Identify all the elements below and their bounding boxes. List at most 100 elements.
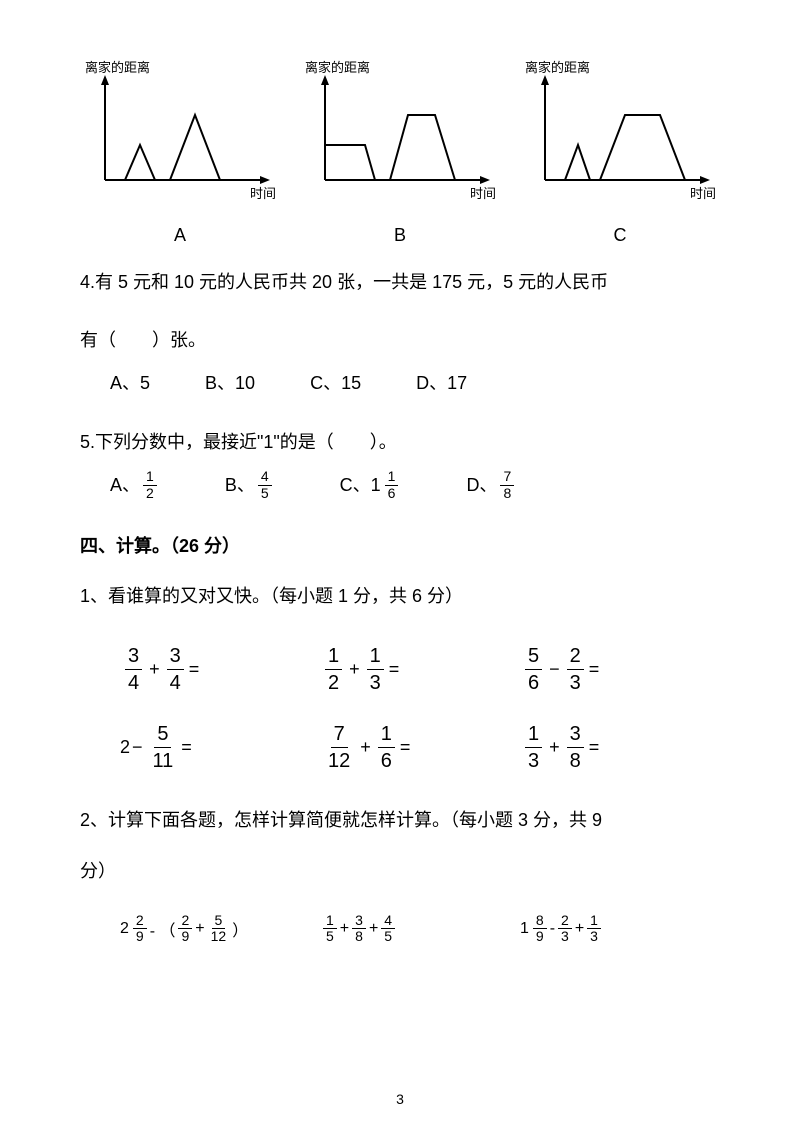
q5-d-frac: 78 — [500, 469, 514, 501]
calc-r2c2-b: 16 — [378, 721, 395, 774]
graph-b-ylabel: 离家的距离 — [305, 60, 370, 75]
q4-c-label: C、 — [310, 362, 341, 405]
q5-c-mixed: 116 — [371, 464, 402, 507]
c2-c3-b: 23 — [558, 913, 572, 945]
calc2-c3: 189 - 23 + 13 — [520, 913, 720, 945]
calc-r2c3: 13 + 38 = — [520, 721, 720, 774]
r1c1-eq: = — [189, 659, 200, 680]
graph-b-container: 离家的距离 时间 B — [300, 60, 500, 246]
c2-c1-c-den: 12 — [208, 929, 230, 944]
graph-a-label: A — [80, 225, 280, 246]
r1c1-b-den: 4 — [167, 670, 184, 696]
q5-a-label: A、 — [110, 464, 140, 507]
q4-a-label: A、 — [110, 362, 140, 405]
graph-b-yarrow — [321, 75, 329, 85]
c2-c3-b-num: 2 — [558, 913, 572, 929]
graph-c-label: C — [520, 225, 720, 246]
c2-c2-a: 15 — [323, 913, 337, 945]
q5-c-num: 1 — [385, 469, 399, 485]
c2-c3-c: 13 — [587, 913, 601, 945]
c2-c3-a-num: 8 — [533, 913, 547, 929]
q5-c-whole: 1 — [371, 464, 381, 507]
c2-c3-c-num: 1 — [587, 913, 601, 929]
q5-c-frac: 16 — [385, 469, 399, 501]
q5-text: 5.下列分数中，最接近"1"的是（ ）。 — [80, 421, 720, 464]
q5-d-num: 7 — [500, 469, 514, 485]
q5-option-a: A、 12 — [110, 464, 160, 507]
r1c3-op: − — [549, 659, 560, 680]
calc-r2c1-b: 511 — [150, 721, 177, 774]
r2c1-b-num: 5 — [154, 721, 171, 748]
graph-a-xlabel: 时间 — [250, 186, 276, 200]
c2-c3-a: 89 — [533, 913, 547, 945]
r2c3-eq: = — [589, 737, 600, 758]
calc2-row: 229 - （ 29 + 512 ） 15 + 38 + 45 189 - 23… — [80, 913, 720, 945]
graph-a-xarrow — [260, 176, 270, 184]
r1c1-op: + — [149, 659, 160, 680]
c2-c2-op1: + — [340, 920, 349, 938]
r1c1-b-num: 3 — [167, 643, 184, 670]
r2c3-a-den: 3 — [525, 748, 542, 774]
r2c2-eq: = — [400, 737, 411, 758]
calc-r2c2-a: 712 — [325, 721, 353, 774]
graph-b-xarrow — [480, 176, 490, 184]
q4-d-label: D、 — [416, 362, 447, 405]
c2-c2-b-den: 8 — [352, 929, 366, 944]
calc-r1c2-a: 12 — [325, 643, 342, 696]
c2-c1-a: 29 — [133, 913, 147, 945]
c2-c1-b-num: 2 — [178, 913, 192, 929]
q4-d-val: 17 — [447, 362, 467, 405]
q5-d-den: 8 — [500, 486, 514, 501]
section4-title: 四、计算。（26 分） — [80, 527, 720, 567]
q5-a-den: 2 — [143, 486, 157, 501]
graph-c-line — [545, 115, 685, 180]
q4-option-d: D、17 — [416, 362, 467, 405]
c2-c3-a-den: 9 — [533, 929, 547, 944]
r2c1-op: − — [132, 737, 143, 758]
r1c3-a-num: 5 — [525, 643, 542, 670]
r2c2-op: + — [360, 737, 371, 758]
q5-b-frac: 45 — [258, 469, 272, 501]
calc-r2c3-a: 13 — [525, 721, 542, 774]
q5-b-num: 4 — [258, 469, 272, 485]
c2-c3-c-den: 3 — [587, 929, 601, 944]
calc-r1c2-b: 13 — [367, 643, 384, 696]
section4-sub2: 2、计算下面各题，怎样计算简便就怎样计算。（每小题 3 分，共 9 — [80, 799, 720, 842]
c2-c1-op2: + — [195, 920, 204, 938]
c2-c2-op2: + — [369, 920, 378, 938]
q4-c-val: 15 — [341, 362, 361, 405]
c2-c3-whole: 1 — [520, 920, 529, 938]
q5-c-den: 6 — [385, 486, 399, 501]
calc-r1c1: 34 + 34 = — [120, 643, 320, 696]
q5-b-label: B、 — [225, 464, 255, 507]
graphs-row: 离家的距离 时间 A 离家的距离 时间 B 离家的距离 — [80, 60, 720, 246]
r2c2-b-num: 1 — [378, 721, 395, 748]
c2-c1-a-den: 9 — [133, 929, 147, 944]
calc-r2c1: 2 − 511 = — [120, 721, 320, 774]
r2c3-b-den: 8 — [567, 748, 584, 774]
page-number: 3 — [0, 1091, 800, 1107]
graph-b-label: B — [300, 225, 500, 246]
r1c2-op: + — [349, 659, 360, 680]
graph-a-container: 离家的距离 时间 A — [80, 60, 280, 246]
q4-text-line2: 有（ ）张。 — [80, 319, 720, 362]
calc-r1c1-b: 34 — [167, 643, 184, 696]
r1c3-b-num: 2 — [567, 643, 584, 670]
r2c2-a-den: 12 — [325, 748, 353, 774]
calc-r1c3-b: 23 — [567, 643, 584, 696]
r2c3-op: + — [549, 737, 560, 758]
calc-r1c1-a: 34 — [125, 643, 142, 696]
c2-c1-a-num: 2 — [133, 913, 147, 929]
q4-text-line1: 4.有 5 元和 10 元的人民币共 20 张，一共是 175 元，5 元的人民… — [80, 261, 720, 304]
section4-sub2b: 分） — [80, 850, 720, 893]
q5-c-label: C、 — [340, 464, 371, 507]
c2-c2-c: 45 — [381, 913, 395, 945]
r1c1-a-den: 4 — [125, 670, 142, 696]
c2-c1-c: 512 — [208, 913, 230, 945]
c2-c3-op1: - — [550, 920, 555, 938]
r1c3-b-den: 3 — [567, 670, 584, 696]
graph-b-xlabel: 时间 — [470, 186, 496, 200]
q5-options: A、 12 B、 45 C、 116 D、 78 — [80, 464, 720, 507]
q5-option-b: B、 45 — [225, 464, 275, 507]
section4-sub1: 1、看谁算的又对又快。（每小题 1 分，共 6 分） — [80, 575, 720, 618]
